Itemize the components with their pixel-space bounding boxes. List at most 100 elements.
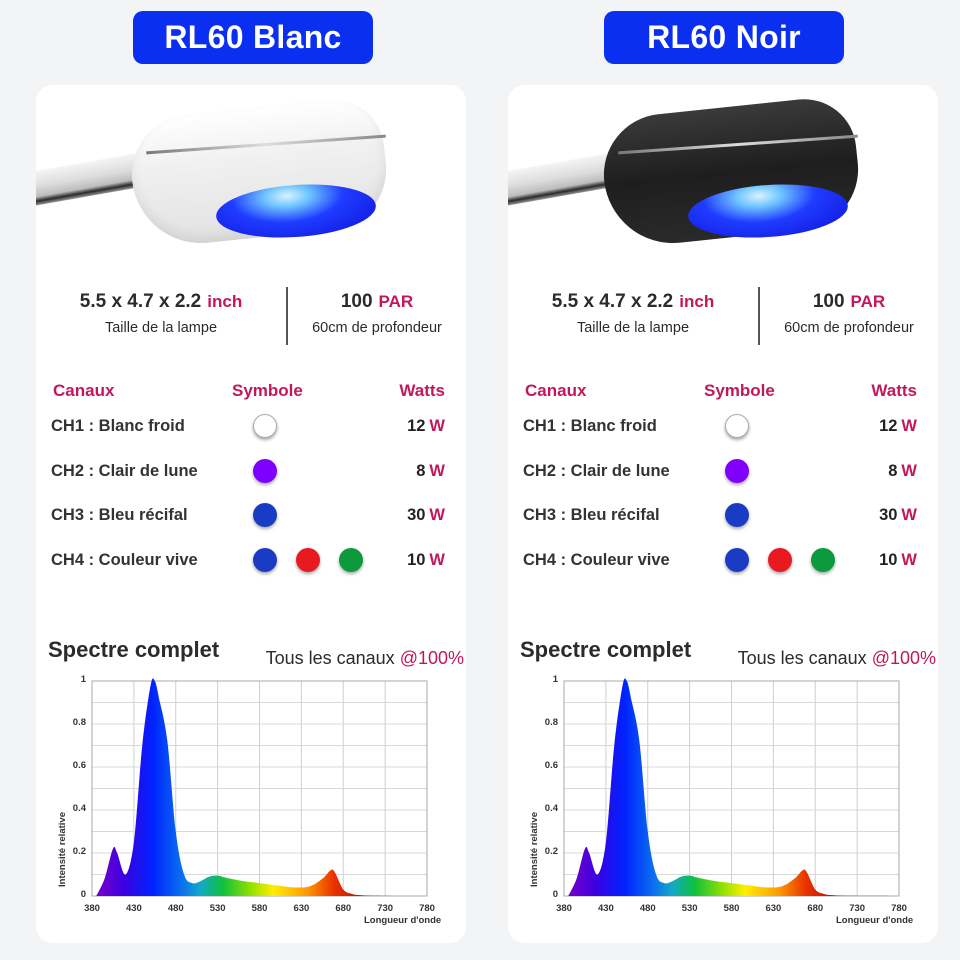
blue-dot-icon — [253, 547, 277, 572]
x-tick-label: 780 — [891, 903, 907, 914]
header-channels: Canaux — [525, 381, 587, 400]
x-tick-label: 630 — [765, 903, 782, 914]
channel-name: CH4 : Couleur vive — [523, 550, 670, 569]
spectrum-chart: 0 0.2 0.4 0.6 0.8 1 380 430 480 530 580 630 680 730 78… — [508, 674, 938, 926]
par-spec: 100 PAR 60cm de profondeur — [760, 291, 938, 336]
y-tick-label: 0.8 — [72, 717, 86, 728]
size-label: Taille de la lampe — [104, 320, 218, 336]
y-tick-label: 1 — [80, 674, 86, 685]
par-label: 60cm de profondeur — [312, 320, 442, 336]
channel-name: CH2 : Clair de lune — [523, 461, 670, 480]
channel-row-ch3: CH3 : Bleu récifal 30 W — [508, 494, 938, 539]
channels-header: Canaux Symbole Watts — [36, 381, 466, 405]
channel-name: CH1 : Blanc froid — [51, 417, 185, 435]
violet-dot-icon — [725, 458, 749, 483]
product-title-badge: RL60 Noir — [604, 11, 844, 64]
x-tick-label: 580 — [723, 903, 740, 914]
size-spec: 5.5 x 4.7 x 2.2 inch Taille de la lampe — [508, 291, 758, 336]
x-tick-label: 530 — [209, 903, 226, 914]
green-dot-icon — [811, 547, 835, 572]
product-card: 5.5 x 4.7 x 2.2 inch Taille de la lampe 1… — [508, 85, 938, 943]
spec-divider — [758, 287, 760, 345]
channel-row-ch1: CH1 : Blanc froid 12 W — [36, 405, 466, 450]
y-tick-label: 0.4 — [544, 803, 558, 814]
x-tick-label: 680 — [807, 903, 824, 914]
y-tick-label: 0 — [552, 889, 558, 900]
lamp-image-white — [36, 85, 466, 265]
channel-name: CH1 : Blanc froid — [523, 417, 657, 435]
channel-watts: 30 W — [879, 506, 917, 524]
spectrum-title: Spectre complet — [48, 637, 220, 662]
channels-header: Canaux Symbole Watts — [508, 381, 938, 405]
spectrum-title: Spectre complet — [520, 637, 692, 662]
size-spec: 5.5 x 4.7 x 2.2 inch Taille de la lampe — [36, 291, 286, 336]
product-panel-noir: RL60 Noir 5.5 x 4.7 x 2.2 inch Taille de … — [471, 0, 951, 960]
y-tick-label: 0.2 — [544, 846, 558, 857]
spectrum-note: Tous les canaux @100% — [737, 648, 936, 668]
spectrum-chart: 0 0.2 0.4 0.6 0.8 1 380 430 480 530 580 630 680 730 78… — [36, 674, 466, 926]
x-tick-label: 730 — [377, 903, 394, 914]
size-label: Taille de la lampe — [576, 320, 690, 336]
channel-name: CH2 : Clair de lune — [51, 461, 198, 480]
header-watts: Watts — [399, 381, 445, 400]
spectrum-area — [96, 678, 427, 896]
lamp-image-black — [508, 85, 938, 265]
x-tick-label: 780 — [419, 903, 435, 914]
channel-name: CH3 : Bleu récifal — [523, 506, 660, 524]
x-tick-label: 730 — [849, 903, 866, 914]
channels-table: Canaux Symbole Watts CH1 : Blanc froid 1… — [36, 381, 466, 583]
spectrum-plot — [563, 678, 900, 897]
x-tick-label: 480 — [639, 903, 656, 914]
specs-row: 5.5 x 4.7 x 2.2 inch Taille de la lampe 1… — [36, 285, 466, 349]
blue-dot-icon — [725, 547, 749, 572]
x-tick-label: 530 — [681, 903, 698, 914]
green-dot-icon — [339, 547, 363, 572]
channel-watts: 10 W — [879, 550, 917, 569]
spectrum-area — [568, 678, 899, 896]
size-value: 5.5 x 4.7 x 2.2 — [79, 291, 202, 312]
channel-watts: 12 W — [879, 417, 917, 435]
y-tick-label: 0.6 — [72, 760, 86, 771]
product-card: 5.5 x 4.7 x 2.2 inch Taille de la lampe 1… — [36, 85, 466, 943]
x-tick-label: 480 — [167, 903, 184, 914]
channel-name: CH4 : Couleur vive — [51, 550, 198, 569]
channel-row-ch4: CH4 : Couleur vive 10 W — [36, 539, 466, 584]
par-unit: PAR — [850, 292, 886, 311]
red-dot-icon — [768, 547, 792, 572]
cool-white-dot-icon — [253, 414, 277, 438]
cool-white-dot-icon — [725, 414, 749, 438]
blue-dot-icon — [253, 503, 277, 527]
x-tick-label: 380 — [84, 903, 100, 914]
channel-row-ch4: CH4 : Couleur vive 10 W — [508, 539, 938, 584]
header-symbol: Symbole — [232, 381, 303, 400]
y-tick-label: 0.8 — [544, 717, 558, 728]
spectrum-plot — [91, 678, 428, 897]
channel-row-ch1: CH1 : Blanc froid 12 W — [508, 405, 938, 450]
product-panel-blanc: RL60 Blanc 5.5 x 4.7 x 2.2 inch Taille de… — [36, 11, 466, 943]
blue-dot-icon — [725, 503, 749, 527]
channel-watts: 30 W — [407, 506, 445, 524]
x-axis-label: Longueur d'onde — [364, 915, 442, 926]
y-tick-label: 1 — [552, 674, 558, 685]
red-dot-icon — [296, 547, 320, 572]
spectrum-note: Tous les canaux @100% — [265, 648, 464, 668]
x-tick-label: 430 — [125, 903, 142, 914]
x-axis-label: Longueur d'onde — [836, 915, 914, 926]
par-spec: 100 PAR 60cm de profondeur — [288, 291, 466, 336]
size-value: 5.5 x 4.7 x 2.2 — [551, 291, 674, 312]
y-tick-label: 0.4 — [72, 803, 86, 814]
size-unit: inch — [679, 292, 715, 311]
par-label: 60cm de profondeur — [784, 320, 914, 336]
channels-table: Canaux Symbole Watts CH1 : Blanc froid 1… — [508, 381, 938, 583]
x-tick-label: 430 — [597, 903, 614, 914]
channel-watts: 10 W — [407, 550, 445, 569]
header-watts: Watts — [871, 381, 917, 400]
par-value: 100 — [340, 291, 373, 312]
specs-row: 5.5 x 4.7 x 2.2 inch Taille de la lampe 1… — [508, 285, 938, 349]
x-tick-label: 630 — [293, 903, 310, 914]
y-tick-label: 0.2 — [72, 846, 86, 857]
